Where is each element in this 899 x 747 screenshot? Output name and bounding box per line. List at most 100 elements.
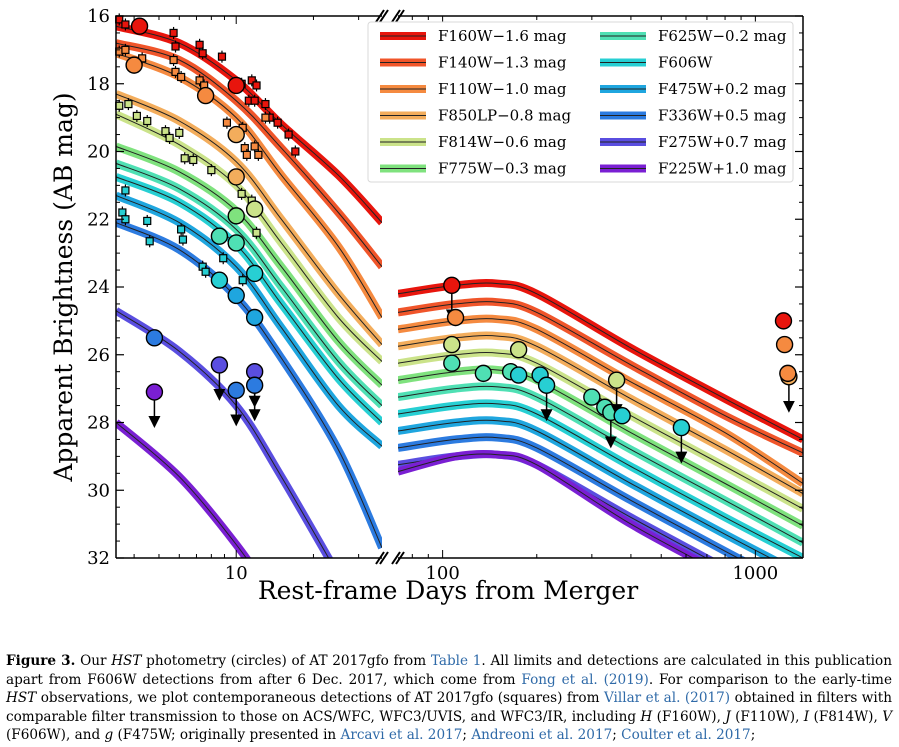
- y-tick-label: 26: [87, 345, 110, 366]
- circle-point: [227, 125, 245, 144]
- square-point: [177, 225, 186, 234]
- y-tick-label: 20: [87, 142, 110, 163]
- figure-label: Figure 3.: [6, 653, 76, 669]
- caption-italic: V: [882, 708, 893, 725]
- legend-label: F850LP−0.8 mag: [438, 107, 571, 125]
- model-curve-line: [398, 419, 772, 558]
- model-curve-line: [116, 310, 330, 558]
- arcavi-citation-link[interactable]: Arcavi et al. 2017: [340, 727, 463, 743]
- fong-citation-link[interactable]: Fong et al. (2019): [521, 671, 649, 688]
- caption-text: ;: [612, 727, 622, 743]
- axis-break-mark: [379, 9, 389, 23]
- coulter-citation-link[interactable]: Coulter et al. 2017: [621, 727, 751, 743]
- model-curve-line: [116, 25, 382, 223]
- model-curve-line: [398, 301, 803, 454]
- circle-point: [145, 329, 164, 347]
- square-point: [118, 208, 127, 217]
- y-tick-label: 16: [87, 6, 110, 27]
- model-curve-line: [398, 368, 803, 527]
- circle-point: [607, 371, 626, 389]
- x-axis-label: Rest-frame Days from Merger: [258, 576, 638, 605]
- caption-text: (F606W), and: [6, 727, 105, 743]
- caption-italic: H: [640, 708, 653, 725]
- circle-point: [245, 200, 264, 218]
- square-point: [121, 186, 130, 195]
- villar-citation-link[interactable]: Villar et al. (2017): [603, 690, 731, 706]
- square-point: [242, 150, 251, 159]
- late-model-curves: [398, 279, 803, 558]
- legend-label: F775W−0.3 mag: [438, 160, 567, 178]
- caption-text: ;: [462, 727, 472, 743]
- legend-label: F275W+0.7 mag: [658, 133, 787, 151]
- andreoni-citation-link[interactable]: Andreoni et al. 2017: [471, 727, 613, 743]
- square-point: [145, 237, 154, 246]
- square-point: [189, 155, 198, 165]
- figure-caption: Figure 3. Our HST photometry (circles) o…: [6, 652, 892, 745]
- axis-break-mark: [375, 551, 385, 565]
- square-point: [143, 116, 152, 126]
- legend-label: F475W+0.2 mag: [658, 80, 787, 98]
- axis-ticks: 16 18 20 22 24 26 28 30 32 10 100 1000: [87, 6, 803, 584]
- caption-text: photometry (circles) of AT 2017gfo from: [141, 653, 431, 669]
- caption-text: . For comparison to the early-time: [648, 671, 892, 688]
- lightcurve-chart: 16 18 20 22 24 26 28 30 32 10 100 1000 Rest-frame D…: [49, 6, 804, 605]
- circle-point: [227, 286, 245, 305]
- circle-point: [130, 17, 149, 35]
- circle-point: [613, 407, 631, 425]
- legend-label: F110W−1.0 mag: [438, 80, 567, 98]
- circle-point: [196, 86, 215, 105]
- caption-text: (F160W),: [652, 708, 726, 725]
- square-point: [165, 133, 174, 143]
- circle-point: [779, 364, 797, 383]
- caption-text: . All limits and detections are calculat…: [6, 653, 892, 688]
- caption-italic: g: [104, 727, 114, 743]
- square-point: [178, 235, 188, 244]
- circle-point: [443, 354, 461, 372]
- x-tick-label: 10: [225, 563, 248, 584]
- circle-point: [145, 383, 164, 401]
- square-point: [238, 276, 247, 285]
- caption-text: ;: [750, 727, 756, 743]
- circle-point: [509, 340, 528, 359]
- legend-label: F606W: [658, 54, 713, 72]
- axis-break-mark: [375, 9, 385, 23]
- x-tick-label: 1000: [732, 563, 778, 584]
- axis-break-mark: [379, 551, 389, 565]
- square-point: [254, 150, 263, 159]
- square-point: [237, 189, 246, 198]
- square-point: [175, 128, 184, 137]
- circle-point: [446, 308, 465, 327]
- model-curve-band: [116, 419, 252, 558]
- model-curve-line: [116, 93, 382, 345]
- square-point: [222, 118, 232, 127]
- square-point: [201, 267, 210, 276]
- model-curve-line: [116, 162, 382, 406]
- model-curve-line: [116, 222, 382, 549]
- y-tick-label: 30: [87, 480, 110, 501]
- square-point: [291, 147, 300, 156]
- caption-text: (F814W),: [809, 708, 883, 725]
- table-link[interactable]: Table 1: [430, 653, 482, 669]
- y-tick-label: 18: [87, 74, 110, 95]
- square-point: [171, 67, 180, 76]
- square-point: [169, 55, 178, 65]
- y-tick-label: 22: [87, 209, 110, 230]
- caption-text: (F110W),: [730, 708, 804, 725]
- y-axis-label: Apparent Brightness (AB mag): [49, 92, 78, 482]
- square-point: [121, 45, 130, 54]
- square-point: [195, 76, 204, 85]
- circle-point: [227, 207, 245, 225]
- square-point: [121, 20, 130, 29]
- axis-break-mark: [395, 551, 405, 565]
- square-point: [252, 81, 261, 90]
- y-tick-label: 32: [87, 548, 110, 569]
- circle-point: [210, 356, 229, 374]
- caption-italic: HST: [111, 653, 142, 669]
- square-point: [132, 111, 141, 121]
- circle-point: [210, 227, 229, 245]
- circle-point: [672, 418, 691, 437]
- square-point: [124, 99, 133, 109]
- model-curve-line: [116, 422, 247, 558]
- square-point: [273, 118, 282, 127]
- square-point: [180, 154, 189, 163]
